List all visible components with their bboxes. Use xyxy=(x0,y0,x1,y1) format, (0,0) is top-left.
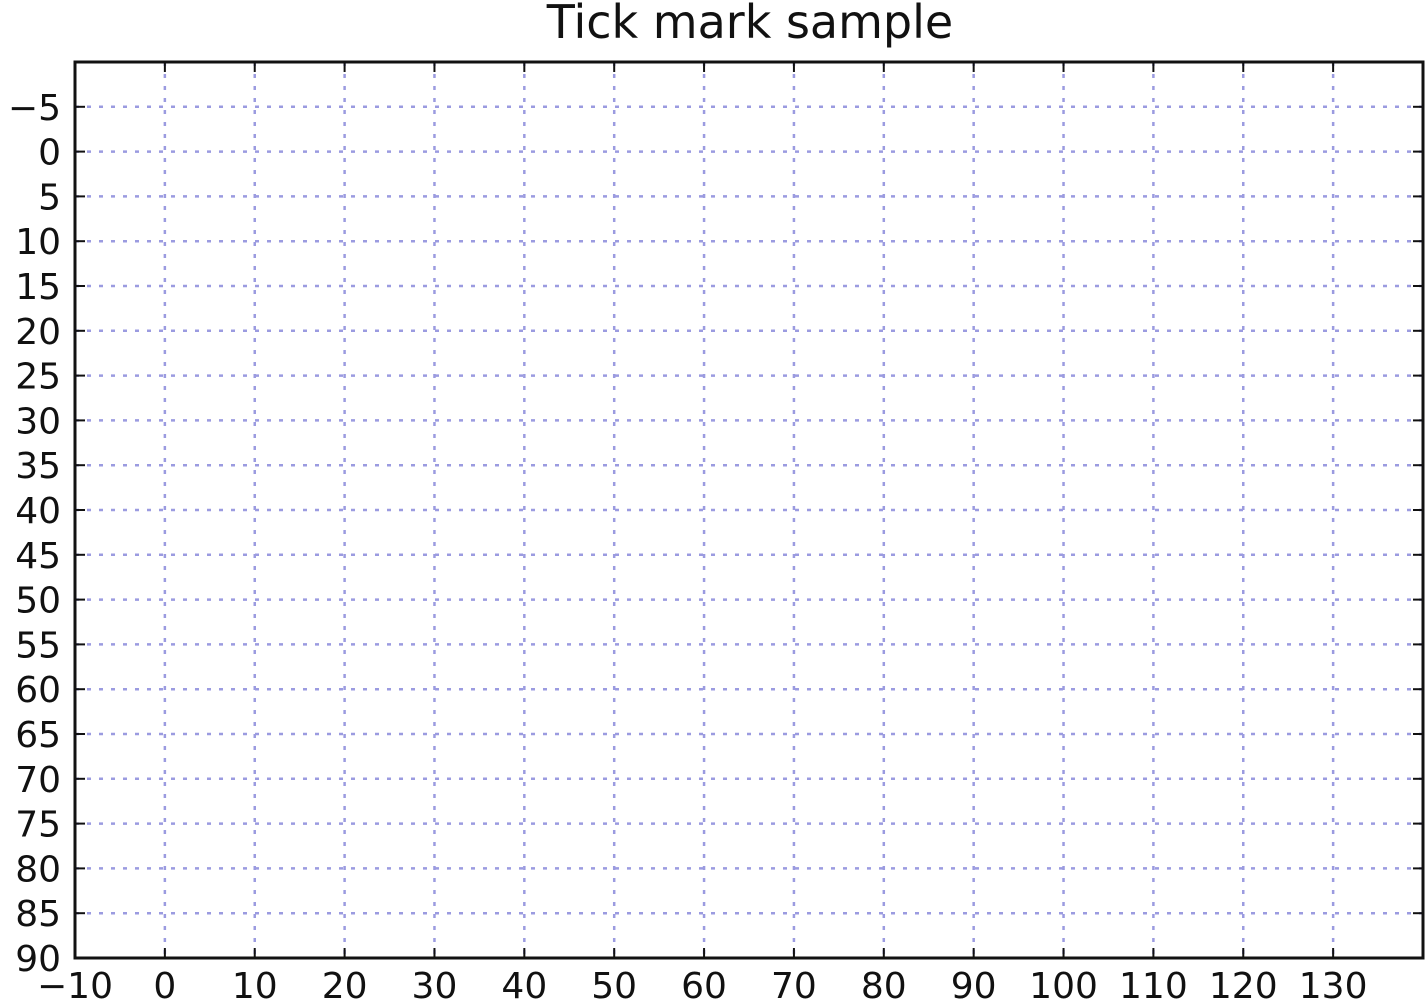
y-tick-label: 45 xyxy=(15,536,61,577)
y-tick-label: 75 xyxy=(15,805,61,846)
x-tick-label: 110 xyxy=(1119,966,1188,1006)
y-tick-label: 20 xyxy=(15,312,61,353)
y-tick-label: 60 xyxy=(15,670,61,711)
chart-title: Tick mark sample xyxy=(546,0,953,49)
x-tick-label: 130 xyxy=(1299,966,1368,1006)
x-tick-label: 70 xyxy=(771,966,817,1006)
x-tick-label: 50 xyxy=(591,966,637,1006)
x-tick-label: 10 xyxy=(232,966,278,1006)
y-tick-label: 90 xyxy=(15,939,61,980)
x-tick-label: 30 xyxy=(412,966,458,1006)
y-tick-label: 25 xyxy=(15,357,61,398)
y-tick-label: −5 xyxy=(8,88,61,129)
x-tick-labels: −10 0 10 20 30 40 50 60 70 80 90 100 110 120 130 xyxy=(37,966,1367,1006)
y-tick-label: 5 xyxy=(38,177,61,218)
x-tick-label: 0 xyxy=(153,966,176,1006)
y-tick-label: 65 xyxy=(15,715,61,756)
y-tick-label: 55 xyxy=(15,625,61,666)
y-tick-label: 15 xyxy=(15,267,61,308)
x-tick-label: 40 xyxy=(501,966,547,1006)
y-tick-label: 35 xyxy=(15,446,61,487)
ticks xyxy=(74,62,1423,959)
y-tick-label: 10 xyxy=(15,222,61,263)
x-tick-label: 60 xyxy=(681,966,727,1006)
x-tick-label: 80 xyxy=(861,966,907,1006)
y-tick-label: 85 xyxy=(15,894,61,935)
x-tick-label: −10 xyxy=(37,966,113,1006)
grid xyxy=(75,62,1423,958)
y-tick-label: 80 xyxy=(15,849,61,890)
y-tick-label: 70 xyxy=(15,760,61,801)
y-tick-label: 30 xyxy=(15,401,61,442)
y-tick-label: 0 xyxy=(38,133,61,174)
y-tick-label: 40 xyxy=(15,491,61,532)
y-tick-label: 50 xyxy=(15,581,61,622)
x-tick-label: 120 xyxy=(1209,966,1278,1006)
x-tick-label: 100 xyxy=(1029,966,1098,1006)
x-tick-label: 90 xyxy=(951,966,997,1006)
x-tick-label: 20 xyxy=(322,966,368,1006)
